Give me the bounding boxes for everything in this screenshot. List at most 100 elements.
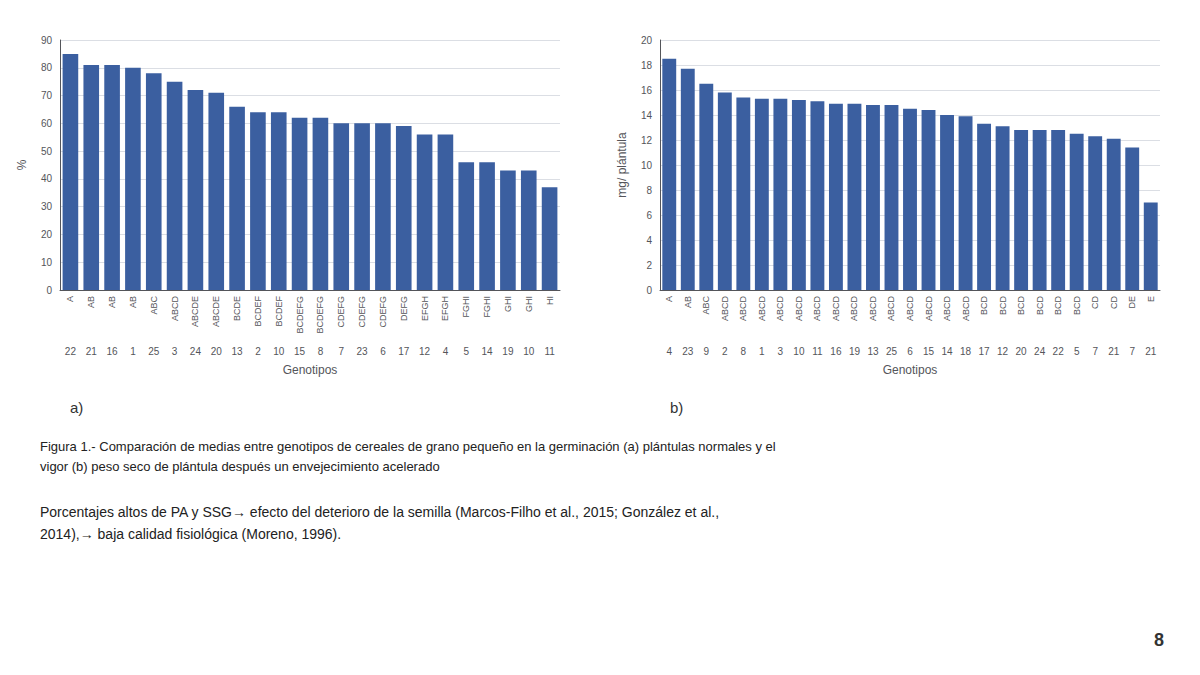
svg-text:16: 16 [641,85,653,96]
svg-text:8: 8 [741,346,747,357]
svg-text:4: 4 [666,346,672,357]
svg-text:10: 10 [793,346,805,357]
svg-text:12: 12 [997,346,1009,357]
svg-text:BCD: BCD [1072,296,1082,316]
svg-text:ABCD: ABCD [170,296,180,322]
svg-text:19: 19 [849,346,861,357]
svg-text:ABCD: ABCD [886,296,896,322]
svg-text:6: 6 [646,210,652,221]
svg-text:7: 7 [1092,346,1098,357]
svg-text:a): a) [70,399,83,416]
svg-text:1: 1 [130,346,136,357]
svg-text:ABCD: ABCD [831,296,841,322]
svg-text:9: 9 [704,346,710,357]
svg-text:b): b) [670,399,683,416]
svg-text:2: 2 [646,260,652,271]
svg-text:25: 25 [148,346,160,357]
svg-text:ABCDE: ABCDE [211,296,221,327]
svg-text:BCD: BCD [1035,296,1045,316]
svg-text:17: 17 [398,346,410,357]
svg-text:4: 4 [646,235,652,246]
svg-text:13: 13 [232,346,244,357]
svg-text:ABCD: ABCD [905,296,915,322]
svg-text:Genotipos: Genotipos [883,363,938,377]
svg-text:ABCD: ABCD [924,296,934,322]
svg-text:2: 2 [255,346,261,357]
svg-text:10: 10 [41,257,53,268]
svg-text:23: 23 [682,346,694,357]
svg-text:A: A [65,296,75,302]
svg-text:ABCD: ABCD [812,296,822,322]
svg-text:ABCD: ABCD [942,296,952,322]
svg-text:FGHI: FGHI [461,296,471,318]
svg-text:BCDEF: BCDEF [253,296,263,327]
svg-text:ABC: ABC [149,296,159,315]
svg-text:ABCDE: ABCDE [190,296,200,327]
svg-text:CDEFG: CDEFG [336,296,346,328]
svg-text:DEFG: DEFG [399,296,409,321]
svg-text:CDEFG: CDEFG [378,296,388,328]
svg-text:E: E [1146,296,1156,302]
svg-text:7: 7 [1129,346,1135,357]
svg-text:21: 21 [1108,346,1120,357]
svg-text:ABCD: ABCD [849,296,859,322]
svg-text:ABCD: ABCD [738,296,748,322]
svg-text:CDEFG: CDEFG [357,296,367,328]
svg-text:AB: AB [107,296,117,308]
svg-text:CD: CD [1090,296,1100,309]
svg-text:8: 8 [646,185,652,196]
svg-text:Porcentajes altos de PA y SSG→: Porcentajes altos de PA y SSG→ efecto de… [40,504,719,520]
svg-text:10: 10 [273,346,285,357]
svg-text:A: A [664,296,674,302]
svg-text:HI: HI [545,296,555,305]
svg-text:BCDEFG: BCDEFG [315,296,325,334]
svg-text:ABCD: ABCD [720,296,730,322]
svg-text:10: 10 [523,346,535,357]
svg-text:20: 20 [41,229,53,240]
svg-text:18: 18 [960,346,972,357]
svg-text:5: 5 [1074,346,1080,357]
svg-text:80: 80 [41,62,53,73]
svg-text:ABCD: ABCD [868,296,878,322]
svg-text:BCDE: BCDE [232,296,242,321]
svg-text:BCD: BCD [1016,296,1026,316]
svg-text:20: 20 [211,346,223,357]
svg-text:15: 15 [294,346,306,357]
svg-text:17: 17 [979,346,991,357]
svg-text:19: 19 [502,346,514,357]
svg-text:90: 90 [41,35,53,46]
svg-text:22: 22 [1053,346,1065,357]
svg-text:10: 10 [641,160,653,171]
svg-text:BCD: BCD [979,296,989,316]
svg-text:23: 23 [357,346,369,357]
svg-text:AB: AB [683,296,693,308]
svg-text:18: 18 [641,60,653,71]
svg-text:1: 1 [759,346,765,357]
svg-text:22: 22 [65,346,77,357]
svg-text:3: 3 [172,346,178,357]
svg-text:%: % [15,159,29,170]
svg-text:8: 8 [1154,630,1164,650]
svg-text:20: 20 [641,35,653,46]
svg-text:2: 2 [722,346,728,357]
svg-text:Figura 1.- Comparación de medi: Figura 1.- Comparación de medias entre g… [40,439,776,454]
svg-text:4: 4 [443,346,449,357]
svg-text:EFGH: EFGH [420,296,430,321]
svg-text:12: 12 [641,135,653,146]
svg-text:70: 70 [41,90,53,101]
svg-text:14: 14 [641,110,653,121]
svg-text:FGHI: FGHI [482,296,492,318]
svg-text:BCDEF: BCDEF [274,296,284,327]
svg-text:CD: CD [1109,296,1119,309]
svg-text:60: 60 [41,118,53,129]
svg-text:GHI: GHI [503,296,513,312]
svg-text:6: 6 [380,346,386,357]
svg-text:Genotipos: Genotipos [283,363,338,377]
svg-text:11: 11 [812,346,823,357]
svg-text:2014),→ baja calidad fisiológi: 2014),→ baja calidad fisiológica (Moreno… [40,526,341,542]
svg-text:24: 24 [1034,346,1046,357]
svg-text:BCDEFG: BCDEFG [295,296,305,334]
svg-text:40: 40 [41,173,53,184]
svg-text:ABCD: ABCD [961,296,971,322]
svg-text:15: 15 [923,346,935,357]
